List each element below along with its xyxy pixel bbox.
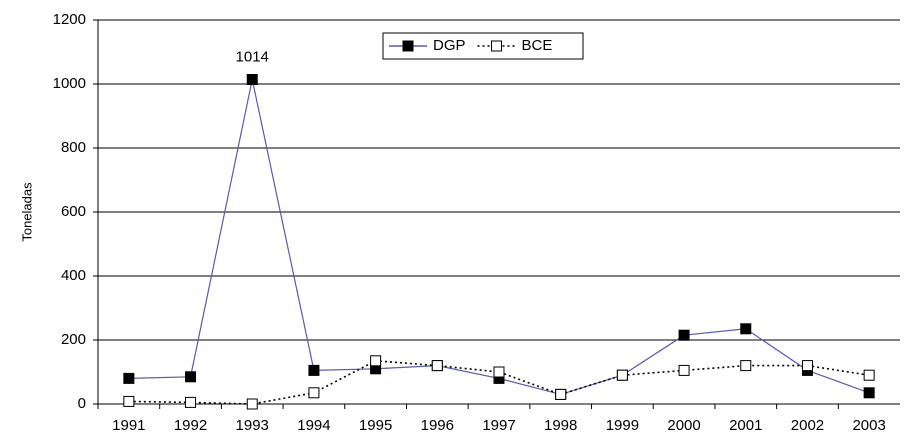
y-tick-label: 1200 <box>53 11 86 28</box>
x-tick-label: 2002 <box>791 417 824 434</box>
marker <box>308 387 320 399</box>
marker <box>246 74 258 86</box>
y-tick-label: 800 <box>61 139 86 156</box>
x-tick-label: 1997 <box>482 417 515 434</box>
x-tick-label: 1995 <box>359 417 392 434</box>
x-tick-label: 1996 <box>421 417 454 434</box>
x-tick-label: 2001 <box>729 417 762 434</box>
marker <box>123 395 135 407</box>
x-tick-label: 2003 <box>852 417 885 434</box>
marker <box>123 372 135 384</box>
marker <box>740 323 752 335</box>
marker <box>246 398 258 410</box>
x-tick-label: 2000 <box>667 417 700 434</box>
legend-label: DGP <box>433 37 466 54</box>
marker <box>863 369 875 381</box>
y-tick-label: 0 <box>78 395 86 412</box>
x-tick-label: 1992 <box>174 417 207 434</box>
x-tick-label: 1999 <box>606 417 639 434</box>
legend-marker <box>402 40 414 52</box>
y-tick-label: 400 <box>61 267 86 284</box>
marker <box>308 364 320 376</box>
marker <box>678 364 690 376</box>
marker <box>185 371 197 383</box>
data-label: 1014 <box>236 48 269 65</box>
marker <box>431 360 443 372</box>
x-tick-label: 1991 <box>112 417 145 434</box>
series-line <box>128 79 870 396</box>
marker <box>616 369 628 381</box>
marker <box>678 329 690 341</box>
y-tick-label: 600 <box>61 203 86 220</box>
x-tick-label: 1993 <box>236 417 269 434</box>
marker <box>493 366 505 378</box>
y-tick-label: 1000 <box>53 75 86 92</box>
y-axis-label: Toneladas <box>19 182 34 242</box>
marker <box>185 396 197 408</box>
legend-marker <box>491 40 503 52</box>
marker <box>555 388 567 400</box>
x-tick-label: 1998 <box>544 417 577 434</box>
legend-label: BCE <box>522 37 553 54</box>
marker <box>863 387 875 399</box>
marker <box>801 360 813 372</box>
marker <box>740 360 752 372</box>
x-tick-label: 1994 <box>297 417 330 434</box>
marker <box>370 355 382 367</box>
y-tick-label: 200 <box>61 331 86 348</box>
